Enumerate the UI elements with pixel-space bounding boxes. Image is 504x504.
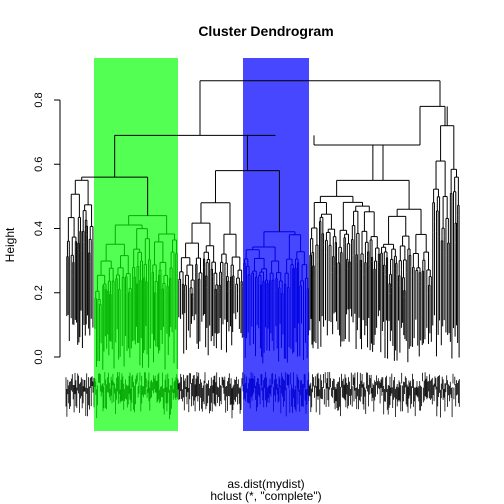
chart-title: Cluster Dendrogram bbox=[198, 23, 333, 39]
x-axis-label: as.dist(mydist) bbox=[227, 477, 304, 491]
x-axis-sublabel: hclust (*, "complete") bbox=[210, 489, 321, 503]
y-tick-label: 0.8 bbox=[33, 92, 45, 107]
y-tick-label: 0.6 bbox=[33, 157, 45, 172]
leaf-labels bbox=[65, 372, 460, 420]
y-axis-label: Height bbox=[3, 227, 17, 262]
y-axis: 0.0 0.2 0.4 0.6 0.8 bbox=[33, 92, 61, 365]
dendrogram-branches bbox=[66, 80, 460, 370]
y-tick-label: 0.0 bbox=[33, 349, 45, 364]
y-tick-label: 0.4 bbox=[33, 221, 45, 236]
y-tick-label: 0.2 bbox=[33, 285, 45, 300]
blue-cluster-highlight bbox=[243, 58, 309, 431]
